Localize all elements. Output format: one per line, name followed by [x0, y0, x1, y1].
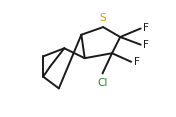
- Text: S: S: [100, 13, 106, 23]
- Text: F: F: [143, 23, 149, 33]
- Text: Cl: Cl: [97, 78, 108, 88]
- Text: F: F: [143, 40, 149, 50]
- Text: F: F: [134, 57, 140, 67]
